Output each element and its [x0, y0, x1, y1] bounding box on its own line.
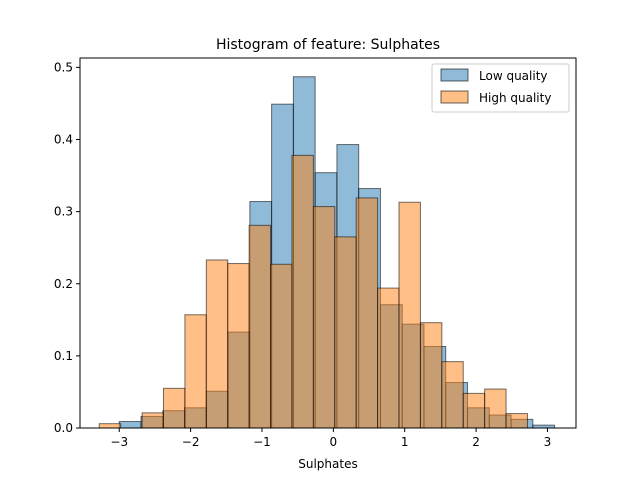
y-tick-label: 0.3: [54, 205, 73, 219]
y-tick-label: 0.1: [54, 349, 73, 363]
y-tick-label: 0.0: [54, 421, 73, 435]
bar-high-quality-4: [184, 314, 207, 429]
bars-layer: [98, 76, 556, 429]
bar-high-quality-15: [419, 322, 443, 429]
bar-high-quality-12: [355, 197, 379, 429]
bar-high-quality-10: [312, 206, 336, 429]
bar-high-quality-17: [462, 392, 486, 429]
y-tick-label: 0.2: [54, 277, 73, 291]
y-tick-label: 0.5: [54, 60, 73, 74]
legend-label-low-quality: Low quality: [479, 69, 548, 83]
x-tick-label: 1: [401, 435, 409, 449]
bar-high-quality-3: [162, 387, 186, 429]
x-tick-label: −2: [182, 435, 200, 449]
x-tick-label: −3: [110, 435, 128, 449]
bar-high-quality-8: [270, 263, 293, 429]
bar-high-quality-13: [377, 287, 400, 429]
x-tick-label: 0: [330, 435, 338, 449]
legend-swatch-high-quality: [440, 90, 469, 104]
x-tick-label: 3: [544, 435, 552, 449]
legend-label-high-quality: High quality: [479, 91, 551, 105]
bar-high-quality-19: [505, 413, 528, 429]
bar-high-quality-5: [205, 259, 229, 429]
y-axis-ticks: 0.0 0.1 0.2 0.3 0.4 0.5: [54, 60, 80, 435]
bar-high-quality-0: [98, 423, 122, 429]
x-axis-label: Sulphates: [298, 457, 357, 471]
bar-high-quality-16: [441, 361, 464, 429]
x-tick-label: 2: [472, 435, 480, 449]
bar-high-quality-7: [248, 224, 272, 429]
legend-swatch-low-quality: [440, 68, 469, 82]
bar-high-quality-9: [291, 154, 314, 429]
bar-high-quality-14: [398, 201, 421, 429]
bar-low-quality-0: [118, 421, 142, 429]
bar-high-quality-2: [141, 412, 164, 429]
x-tick-label: −1: [253, 435, 271, 449]
legend: Low quality High quality: [431, 63, 570, 113]
y-tick-label: 0.4: [54, 133, 73, 147]
chart-title: Histogram of feature: Sulphates: [216, 37, 440, 53]
x-axis-ticks: −3 −2 −1 0 1 2 3: [110, 428, 551, 449]
bar-high-quality-11: [334, 236, 357, 429]
bar-high-quality-6: [227, 263, 250, 429]
bar-high-quality-18: [484, 388, 507, 429]
plot-frame: [79, 57, 577, 429]
